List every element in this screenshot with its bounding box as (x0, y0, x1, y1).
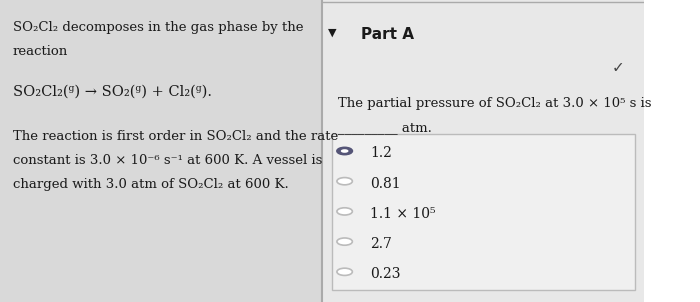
Text: The reaction is first order in SO₂Cl₂ and the rate: The reaction is first order in SO₂Cl₂ an… (13, 130, 338, 143)
Text: SO₂Cl₂(ᵍ) → SO₂(ᵍ) + Cl₂(ᵍ).: SO₂Cl₂(ᵍ) → SO₂(ᵍ) + Cl₂(ᵍ). (13, 85, 212, 98)
Text: reaction: reaction (13, 45, 68, 58)
Text: 1.2: 1.2 (370, 146, 392, 160)
FancyBboxPatch shape (322, 0, 644, 302)
Circle shape (337, 178, 352, 185)
Text: 0.23: 0.23 (370, 267, 401, 281)
FancyBboxPatch shape (332, 134, 634, 290)
Circle shape (337, 147, 352, 155)
Text: ▼: ▼ (328, 27, 336, 37)
Circle shape (341, 149, 349, 153)
Text: SO₂Cl₂ decomposes in the gas phase by the: SO₂Cl₂ decomposes in the gas phase by th… (13, 21, 303, 34)
Text: 0.81: 0.81 (370, 177, 401, 191)
Circle shape (337, 238, 352, 245)
Circle shape (337, 268, 352, 275)
Text: 1.1 × 10⁵: 1.1 × 10⁵ (370, 207, 436, 221)
Text: 2.7: 2.7 (370, 237, 392, 251)
Text: The partial pressure of SO₂Cl₂ at 3.0 × 10⁵ s is: The partial pressure of SO₂Cl₂ at 3.0 × … (338, 97, 652, 110)
Text: ✓: ✓ (612, 60, 625, 76)
Text: _________ atm.: _________ atm. (338, 121, 432, 134)
Text: charged with 3.0 atm of SO₂Cl₂ at 600 K.: charged with 3.0 atm of SO₂Cl₂ at 600 K. (13, 178, 288, 191)
FancyBboxPatch shape (0, 0, 322, 302)
Text: constant is 3.0 × 10⁻⁶ s⁻¹ at 600 K. A vessel is: constant is 3.0 × 10⁻⁶ s⁻¹ at 600 K. A v… (13, 154, 322, 167)
Circle shape (337, 208, 352, 215)
Text: Part A: Part A (360, 27, 414, 42)
